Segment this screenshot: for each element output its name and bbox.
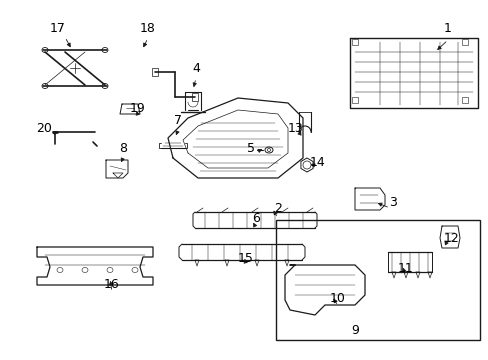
Bar	[275, 220, 479, 340]
Text: 1: 1	[443, 22, 451, 35]
Text: 17: 17	[50, 22, 66, 35]
Text: 8: 8	[119, 141, 127, 154]
Bar	[461, 97, 467, 103]
Text: 11: 11	[397, 261, 413, 274]
Text: 6: 6	[251, 211, 260, 225]
Text: 5: 5	[246, 141, 254, 154]
Bar	[461, 39, 467, 45]
Bar	[152, 68, 158, 76]
Text: 15: 15	[238, 252, 253, 265]
Text: 2: 2	[273, 202, 282, 215]
Text: 16: 16	[104, 279, 120, 292]
Text: 14: 14	[309, 156, 325, 168]
Text: 20: 20	[36, 122, 52, 135]
Text: 12: 12	[443, 231, 459, 244]
Text: 18: 18	[140, 22, 156, 35]
Bar	[351, 39, 357, 45]
Text: 9: 9	[350, 324, 358, 337]
Text: 19: 19	[130, 102, 145, 114]
Text: 4: 4	[192, 62, 200, 75]
Text: 13: 13	[287, 122, 303, 135]
Text: 3: 3	[388, 195, 396, 208]
Text: 10: 10	[329, 292, 345, 305]
Bar	[192, 93, 198, 101]
Text: 7: 7	[174, 113, 182, 126]
Bar	[351, 97, 357, 103]
